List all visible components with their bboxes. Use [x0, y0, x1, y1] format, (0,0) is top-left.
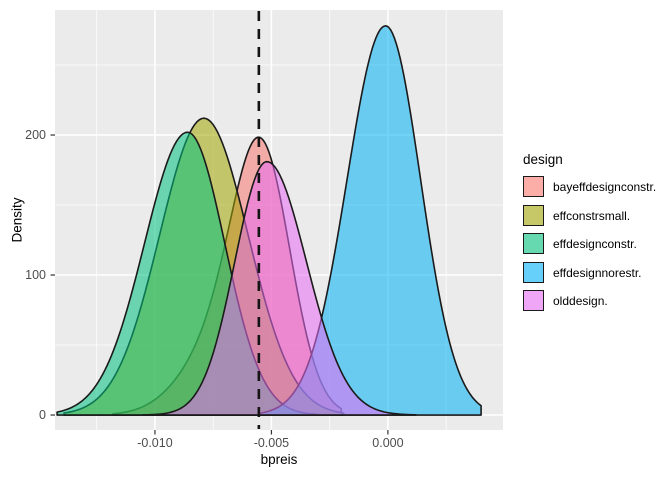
density-curve-olddesign: [142, 160, 417, 416]
legend-title: design: [523, 152, 563, 167]
legend-item: effdesignnorestr.: [523, 261, 668, 284]
legend-swatch-icon: [523, 290, 544, 311]
y-axis-title: Density: [9, 197, 25, 243]
x-tick-label: -0.005: [253, 436, 290, 450]
x-tick-label: 0.000: [372, 436, 404, 450]
legend-swatch-icon: [523, 261, 544, 283]
legend-item-label: effconstrsmall.: [553, 208, 631, 223]
y-tick-label: 100: [25, 267, 46, 282]
legend-item-label: bayeffdesignconstr.: [553, 180, 657, 194]
legend: design bayeffdesignconstr. effconstrsmall…: [523, 152, 668, 319]
legend-item-label: effdesignnorestr.: [553, 265, 642, 280]
legend-item: bayeffdesignconstr.: [523, 176, 668, 198]
legend-item-label: olddesign.: [553, 294, 608, 308]
legend-swatch-icon: [523, 176, 544, 197]
y-tick-label: 200: [25, 127, 46, 142]
x-tick-label: -0.010: [137, 436, 173, 450]
x-axis-title: bpreis: [260, 452, 298, 467]
legend-items: bayeffdesignconstr. effconstrsmall. effdes…: [523, 176, 668, 312]
legend-item: effconstrsmall.: [523, 204, 668, 227]
legend-item: olddesign.: [523, 290, 668, 312]
legend-item-label: effdesignconstr.: [553, 237, 637, 251]
legend-swatch-icon: [523, 204, 544, 226]
legend-swatch-icon: [523, 233, 544, 254]
y-tick-label: 0: [39, 407, 46, 422]
legend-item: effdesignconstr.: [523, 233, 668, 255]
